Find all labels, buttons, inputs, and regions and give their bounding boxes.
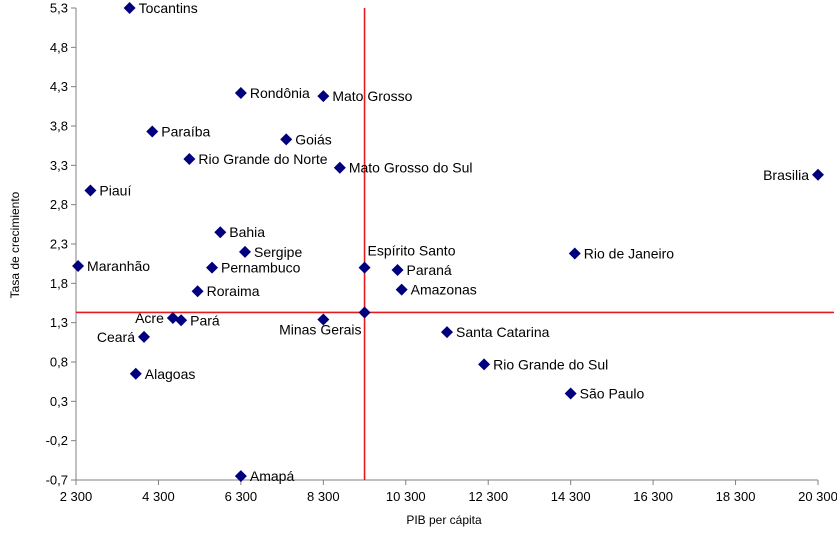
data-point-label: São Paulo: [580, 385, 645, 401]
x-tick-label: 10 300: [386, 489, 426, 504]
data-point-label: Roraima: [207, 283, 260, 299]
data-point-marker: [391, 263, 404, 276]
data-point-marker: [129, 367, 142, 380]
data-point-label: Rondônia: [250, 85, 310, 101]
data-point-label: Piauí: [99, 183, 131, 199]
data-points: [72, 2, 824, 483]
x-tick-label: 14 300: [551, 489, 591, 504]
data-point-label: Acre: [135, 310, 164, 326]
data-point-label: Rio Grande do Sul: [493, 356, 608, 372]
data-point-marker: [333, 161, 346, 174]
y-tick-label: 4,3: [50, 79, 68, 94]
y-tick-label: 4,8: [50, 40, 68, 55]
data-point-label: Bahia: [229, 224, 265, 240]
data-point-marker: [812, 168, 824, 181]
data-point-label: Alagoas: [145, 366, 196, 382]
data-point-label: Maranhão: [87, 258, 150, 274]
data-point-label: Pernambuco: [221, 260, 301, 276]
data-point-marker: [138, 330, 151, 343]
data-point-label: Goiás: [295, 131, 332, 147]
data-point-marker: [564, 387, 577, 400]
x-tick-label: 16 300: [633, 489, 673, 504]
y-tick-label: 3,8: [50, 119, 68, 134]
data-point-marker: [234, 470, 247, 483]
x-axis-title: PIB per cápita: [406, 513, 482, 527]
data-point-marker: [234, 86, 247, 99]
data-point-label: Paraná: [407, 262, 452, 278]
x-tick-label: 8 300: [307, 489, 340, 504]
data-point-label: Rio de Janeiro: [584, 245, 674, 261]
data-point-marker: [84, 184, 97, 197]
data-point-label: Mato Grosso do Sul: [349, 160, 473, 176]
data-point-label: Ceará: [97, 329, 135, 345]
x-tick-label: 2 300: [60, 489, 93, 504]
y-tick-label: -0,7: [46, 473, 68, 488]
y-tick-label: 5,3: [50, 1, 68, 16]
x-tick-label: 4 300: [142, 489, 175, 504]
data-point-marker: [175, 314, 188, 327]
data-point-label: Rio Grande do Norte: [198, 151, 327, 167]
data-point-marker: [239, 245, 252, 258]
data-point-label: Mato Grosso: [332, 88, 412, 104]
data-point-marker: [478, 358, 491, 371]
data-point-marker: [441, 326, 453, 339]
data-point-marker: [206, 261, 219, 274]
y-tick-label: 0,8: [50, 355, 68, 370]
data-point-label: Minas Gerais: [279, 321, 361, 337]
data-point-marker: [568, 247, 581, 260]
data-point-marker: [395, 283, 408, 296]
x-axis-ticks: 2 300 4 300 6 300 8 300 10 300 12 300 14 300 16…: [60, 480, 837, 504]
data-point-label: Santa Catarina: [456, 324, 550, 340]
reference-lines: [76, 8, 834, 480]
y-tick-label: 2,3: [50, 237, 68, 252]
data-point-marker: [214, 226, 227, 239]
y-axis-title: Tasa de crecimiento: [8, 191, 22, 298]
y-tick-label: -0,2: [46, 433, 68, 448]
data-point-label: Pará: [190, 312, 220, 328]
data-point-marker: [358, 261, 371, 274]
y-tick-label: 0,3: [50, 394, 68, 409]
data-point-label: Espírito Santo: [368, 243, 456, 259]
data-point-marker: [123, 2, 136, 14]
data-point-label: Tocantins: [139, 0, 198, 16]
data-point-marker: [358, 306, 371, 319]
x-tick-label: 12 300: [468, 489, 508, 504]
data-point-marker: [191, 285, 204, 298]
data-point-marker: [317, 313, 330, 326]
y-tick-label: 2,8: [50, 197, 68, 212]
x-tick-label: 18 300: [716, 489, 756, 504]
data-point-marker: [183, 153, 196, 166]
data-point-marker: [280, 133, 293, 146]
y-tick-label: 1,3: [50, 315, 68, 330]
data-point-label: Sergipe: [254, 244, 302, 260]
y-tick-label: 3,3: [50, 158, 68, 173]
x-tick-label: 6 300: [225, 489, 258, 504]
data-point-label: Amapá: [250, 468, 295, 484]
data-point-label: Amazonas: [411, 282, 477, 298]
point-labels: Tocantins Rondônia Mato Grosso Paraíba Goiás…: [87, 0, 809, 484]
data-point-label: Brasilia: [763, 167, 809, 183]
data-point-marker: [317, 90, 330, 103]
data-point-marker: [146, 125, 159, 138]
x-tick-label: 20 300: [798, 489, 837, 504]
y-axis-ticks: -0,7 -0,2 0,3 0,8 1,3 1,8 2,3 2,8 3,3 3,8 4,3 4,8 5,…: [46, 1, 76, 488]
data-point-marker: [72, 260, 85, 273]
y-tick-label: 1,8: [50, 276, 68, 291]
data-point-label: Paraíba: [161, 124, 210, 140]
